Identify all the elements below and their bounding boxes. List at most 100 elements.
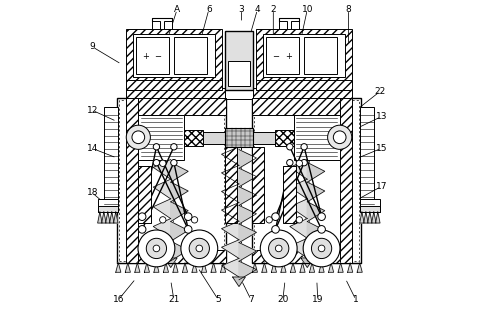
Polygon shape — [290, 199, 307, 219]
Circle shape — [318, 245, 325, 252]
Polygon shape — [307, 182, 325, 202]
Text: 17: 17 — [376, 182, 387, 191]
Bar — [257, 80, 352, 90]
Polygon shape — [239, 224, 257, 243]
Circle shape — [160, 217, 166, 223]
Polygon shape — [307, 202, 325, 221]
Circle shape — [153, 144, 160, 150]
Polygon shape — [319, 263, 324, 272]
Bar — [138, 115, 185, 160]
Bar — [263, 34, 346, 77]
Bar — [254, 100, 359, 261]
Circle shape — [138, 226, 146, 233]
Polygon shape — [116, 263, 121, 272]
Bar — [252, 98, 340, 115]
Polygon shape — [221, 258, 239, 277]
Text: 19: 19 — [312, 295, 324, 304]
Bar — [274, 130, 293, 146]
Polygon shape — [171, 202, 188, 221]
Text: 4: 4 — [255, 5, 260, 14]
Polygon shape — [106, 212, 110, 223]
Polygon shape — [102, 212, 106, 223]
Polygon shape — [281, 263, 286, 272]
Circle shape — [275, 245, 282, 252]
Bar — [98, 199, 119, 212]
Polygon shape — [300, 263, 305, 272]
Polygon shape — [338, 263, 343, 272]
Circle shape — [126, 125, 151, 149]
Text: −: − — [272, 52, 279, 61]
Bar — [228, 61, 250, 86]
Circle shape — [318, 226, 326, 233]
Bar — [117, 98, 226, 263]
Polygon shape — [307, 162, 325, 182]
Polygon shape — [171, 182, 188, 202]
Polygon shape — [220, 263, 226, 272]
Bar — [257, 29, 352, 82]
Polygon shape — [272, 263, 276, 272]
Text: 15: 15 — [376, 144, 387, 153]
Text: 6: 6 — [206, 5, 212, 14]
Text: 16: 16 — [112, 295, 124, 304]
Polygon shape — [368, 212, 372, 223]
Circle shape — [153, 245, 160, 252]
Circle shape — [287, 160, 293, 166]
Text: 14: 14 — [87, 144, 98, 153]
Circle shape — [138, 230, 175, 267]
Circle shape — [138, 213, 146, 220]
Text: 8: 8 — [346, 5, 351, 14]
Bar — [304, 37, 337, 74]
Bar — [340, 98, 352, 263]
Polygon shape — [183, 263, 187, 272]
Polygon shape — [328, 263, 334, 272]
Circle shape — [312, 238, 332, 259]
Text: A: A — [174, 5, 180, 14]
Circle shape — [171, 144, 177, 150]
Polygon shape — [154, 263, 159, 272]
Polygon shape — [221, 203, 239, 221]
Circle shape — [189, 238, 209, 259]
Bar — [126, 29, 221, 82]
Polygon shape — [357, 263, 362, 272]
Bar — [185, 131, 293, 144]
Bar — [126, 80, 221, 90]
Polygon shape — [252, 263, 258, 272]
Circle shape — [153, 160, 160, 166]
Polygon shape — [239, 205, 257, 224]
Text: 13: 13 — [376, 112, 387, 121]
Polygon shape — [98, 212, 102, 223]
Polygon shape — [290, 160, 307, 179]
Circle shape — [301, 144, 307, 150]
Bar — [164, 21, 172, 29]
Circle shape — [296, 160, 303, 167]
Polygon shape — [211, 263, 216, 272]
Bar — [279, 21, 287, 29]
Polygon shape — [164, 258, 177, 268]
Circle shape — [296, 217, 303, 223]
Circle shape — [160, 160, 166, 167]
Text: 18: 18 — [87, 188, 98, 197]
Circle shape — [327, 125, 352, 149]
Bar — [152, 21, 160, 29]
Polygon shape — [239, 150, 257, 168]
Bar — [252, 250, 340, 263]
Polygon shape — [371, 212, 376, 223]
Circle shape — [272, 226, 279, 233]
Text: 3: 3 — [239, 5, 244, 14]
Text: 12: 12 — [87, 106, 98, 115]
Polygon shape — [301, 258, 314, 268]
Polygon shape — [153, 179, 171, 199]
Text: 20: 20 — [277, 295, 289, 304]
Polygon shape — [109, 212, 114, 223]
Polygon shape — [114, 212, 118, 223]
Text: −: − — [154, 52, 162, 61]
Circle shape — [181, 230, 217, 267]
Text: +: + — [285, 52, 292, 61]
Circle shape — [303, 230, 340, 267]
Bar — [225, 88, 253, 99]
Bar — [252, 147, 264, 223]
Circle shape — [287, 144, 293, 150]
Text: 7: 7 — [248, 295, 254, 304]
Circle shape — [191, 217, 198, 223]
Polygon shape — [171, 162, 188, 182]
